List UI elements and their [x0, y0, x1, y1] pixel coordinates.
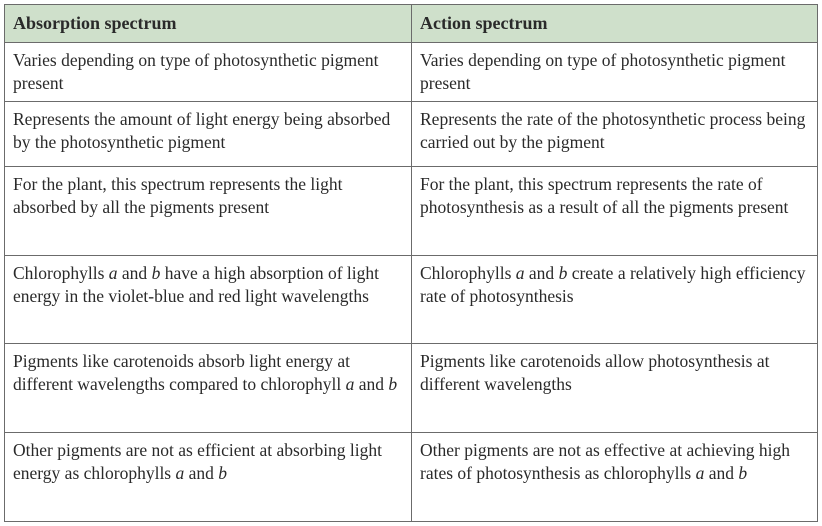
italic-text: a — [695, 463, 705, 483]
cell-text: Varies depending on type of photosynthet… — [420, 50, 786, 93]
absorption-cell: Chlorophylls a and b have a high absorpt… — [4, 255, 412, 344]
action-cell: Varies depending on type of photosynthet… — [411, 42, 818, 102]
italic-text: b — [738, 463, 748, 483]
cell-text: Pigments like carotenoids allow photosyn… — [420, 351, 770, 394]
absorption-cell: Other pigments are not as efficient at a… — [4, 432, 412, 522]
cell-text: Other pigments are not as efficient at a… — [13, 440, 383, 483]
cell-text: and — [704, 463, 739, 483]
spectrum-comparison-table: Absorption spectrum Action spectrum Vari… — [4, 4, 818, 522]
table-row: Varies depending on type of photosynthet… — [4, 42, 818, 102]
table-row: Represents the amount of light energy be… — [4, 101, 818, 167]
table-row: For the plant, this spectrum represents … — [4, 166, 818, 256]
cell-text: and — [117, 263, 152, 283]
header-absorption-spectrum: Absorption spectrum — [4, 4, 412, 43]
table-row: Chlorophylls a and b have a high absorpt… — [4, 255, 818, 344]
absorption-cell: For the plant, this spectrum represents … — [4, 166, 412, 256]
table-row: Other pigments are not as efficient at a… — [4, 432, 818, 522]
cell-text: Pigments like carotenoids absorb light e… — [13, 351, 350, 394]
cell-text: Chlorophylls — [420, 263, 516, 283]
italic-text: b — [151, 263, 161, 283]
header-action-spectrum: Action spectrum — [411, 4, 818, 43]
action-cell: Other pigments are not as effective at a… — [411, 432, 818, 522]
cell-text: Represents the amount of light energy be… — [13, 109, 391, 152]
cell-text: have a high absorption of light energy i… — [13, 263, 380, 306]
italic-text: a — [515, 263, 525, 283]
cell-text: create a relatively high efficiency rate… — [420, 263, 806, 306]
action-cell: Chlorophylls a and b create a relatively… — [411, 255, 818, 344]
cell-text: Represents the rate of the photosyntheti… — [420, 109, 806, 152]
table-row: Pigments like carotenoids absorb light e… — [4, 343, 818, 433]
cell-text: Varies depending on type of photosynthet… — [13, 50, 379, 93]
action-cell: Represents the rate of the photosyntheti… — [411, 101, 818, 167]
italic-text: a — [175, 463, 185, 483]
italic-text: b — [558, 263, 568, 283]
italic-text: a — [345, 374, 355, 394]
absorption-cell: Pigments like carotenoids absorb light e… — [4, 343, 412, 433]
cell-text: and — [184, 463, 219, 483]
table-body: Varies depending on type of photosynthet… — [4, 42, 818, 522]
absorption-cell: Represents the amount of light energy be… — [4, 101, 412, 167]
action-cell: For the plant, this spectrum represents … — [411, 166, 818, 256]
cell-text: and — [354, 374, 389, 394]
header-row: Absorption spectrum Action spectrum — [4, 4, 818, 43]
cell-text: Other pigments are not as effective at a… — [420, 440, 790, 483]
italic-text: a — [108, 263, 118, 283]
absorption-cell: Varies depending on type of photosynthet… — [4, 42, 412, 102]
cell-text: For the plant, this spectrum represents … — [13, 174, 343, 217]
cell-text: Chlorophylls — [13, 263, 109, 283]
italic-text: b — [388, 374, 398, 394]
cell-text: and — [524, 263, 559, 283]
cell-text: For the plant, this spectrum represents … — [420, 174, 789, 217]
action-cell: Pigments like carotenoids allow photosyn… — [411, 343, 818, 433]
italic-text: b — [218, 463, 228, 483]
